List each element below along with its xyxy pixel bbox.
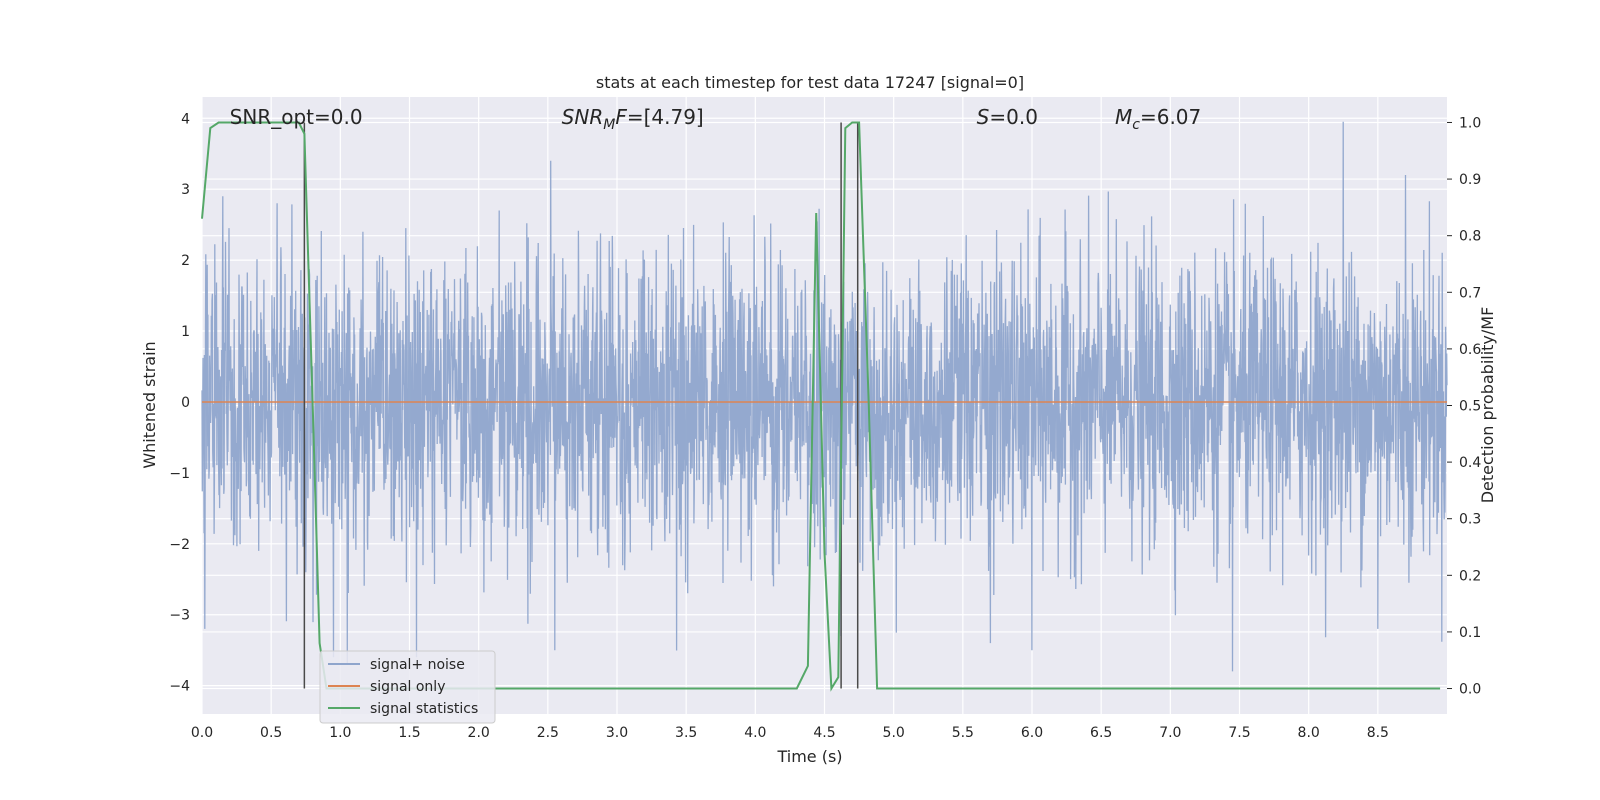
- x-tick-label: 2.5: [537, 725, 559, 741]
- y2-tick-label: 0.9: [1459, 172, 1481, 188]
- signal-statistics-line: [201, 121, 1441, 692]
- x-tick-label: 1.0: [329, 725, 351, 741]
- y-tick-label: 0: [181, 395, 190, 411]
- y2-tick-label: 0.8: [1459, 229, 1481, 245]
- x-tick-label: 1.5: [398, 725, 420, 741]
- y2-tick-label: 0.3: [1459, 512, 1481, 528]
- legend-box: [319, 650, 496, 724]
- legend: signal+ noise signal only signal statist…: [319, 650, 496, 724]
- x-tick-label: 0.5: [260, 725, 282, 741]
- y-tick-label: −3: [169, 608, 190, 624]
- legend-label-signal-only: signal only: [370, 679, 445, 695]
- x-tick-label: 3.5: [675, 725, 697, 741]
- series-signal-noise: [201, 121, 1448, 672]
- y-tick-label: −4: [169, 679, 190, 695]
- annotation-snr-opt: SNR_opt=0.0: [230, 105, 363, 129]
- x-tick-label: 8.5: [1367, 725, 1389, 741]
- x-tick-label: 5.0: [883, 725, 905, 741]
- y2-tick-label: 0.4: [1459, 455, 1481, 471]
- y-tick-label: 1: [181, 324, 190, 340]
- x-tick-label: 2.0: [468, 725, 490, 741]
- x-tick-label: 8.0: [1298, 725, 1320, 741]
- y2-axis-ticks: 1.0 0.9 0.8 0.7 0.6 0.5 0.4 0.3 0.2 0.1 0.0: [1447, 115, 1481, 698]
- y2-axis-label: Detection probability/MF: [1478, 307, 1497, 504]
- y-axis-label: Whitened strain: [140, 341, 159, 468]
- y2-tick-label: 0.1: [1459, 625, 1481, 641]
- y2-tick-label: 0.5: [1459, 399, 1481, 415]
- annotation-snr-mf: SNRMF=[4.79]: [562, 105, 704, 133]
- x-tick-label: 3.0: [606, 725, 628, 741]
- x-tick-label: 6.0: [1021, 725, 1043, 741]
- y-tick-label: 2: [181, 253, 190, 269]
- x-axis-ticks: 0.0 0.5 1.0 1.5 2.0 2.5 3.0 3.5 4.0 4.5 5.0 5.5 6.0 6…: [191, 725, 1389, 741]
- y2-tick-label: 0.6: [1459, 342, 1481, 358]
- signal-noise-line: [201, 121, 1448, 672]
- x-tick-label: 6.5: [1090, 725, 1112, 741]
- x-axis-label: Time (s): [776, 747, 842, 766]
- y-tick-label: −1: [169, 466, 190, 482]
- y2-tick-label: 0.0: [1459, 682, 1481, 698]
- y-axis-ticks: 4 3 2 1 0 −1 −2 −3 −4: [169, 111, 190, 694]
- annotation-s: S=0.0: [977, 105, 1038, 129]
- x-tick-label: 7.5: [1228, 725, 1250, 741]
- chart-title: stats at each timestep for test data 172…: [596, 73, 1024, 92]
- y2-tick-label: 0.7: [1459, 285, 1481, 301]
- legend-label-signal-statistics: signal statistics: [370, 701, 478, 717]
- x-tick-label: 0.0: [191, 725, 213, 741]
- y-tick-label: 4: [181, 111, 190, 127]
- legend-label-signal-noise: signal+ noise: [370, 657, 465, 673]
- annotation-mc: Mc=6.07: [1115, 105, 1201, 133]
- y2-tick-label: 0.2: [1459, 568, 1481, 584]
- x-tick-label: 4.5: [813, 725, 835, 741]
- series-signal-statistics: [201, 121, 1441, 692]
- x-tick-label: 4.0: [744, 725, 766, 741]
- annotations: SNR_opt=0.0 SNRMF=[4.79] S=0.0 Mc=6.07: [230, 105, 1202, 133]
- y2-tick-label: 1.0: [1459, 115, 1481, 131]
- x-tick-label: 5.5: [952, 725, 974, 741]
- y-tick-label: 3: [181, 182, 190, 198]
- x-tick-label: 7.0: [1159, 725, 1181, 741]
- y-tick-label: −2: [169, 537, 190, 553]
